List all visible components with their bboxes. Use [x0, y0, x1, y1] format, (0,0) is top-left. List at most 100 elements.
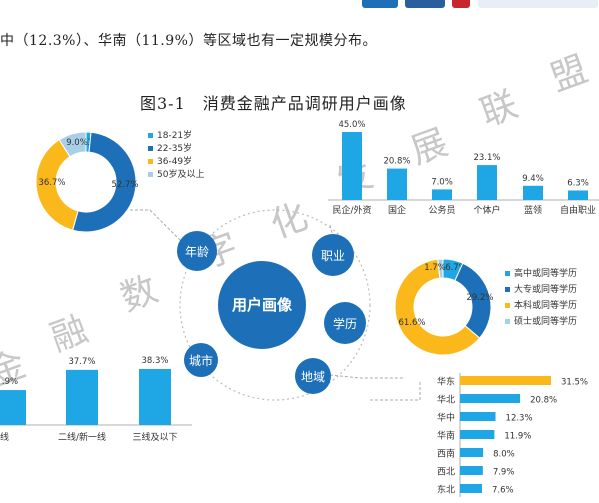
legend-label: 50岁及以上: [157, 168, 204, 180]
bar: [460, 376, 551, 385]
legend-label: 高中或同等学历: [514, 267, 577, 279]
category-label: 华南: [437, 430, 455, 442]
age-donut-chart: 1.6%52.7%36.7%9.0%18-21岁22-35岁36-49岁50岁及…: [35, 129, 204, 233]
bubble-label: 学历: [333, 316, 357, 331]
bar-label: .9%: [2, 377, 18, 387]
bubble-4: [295, 358, 331, 394]
bar-label: 12.3%: [506, 414, 533, 424]
category-label: 公务员: [428, 204, 455, 216]
bar-label: 11.9%: [504, 432, 531, 442]
category-label: 华北: [437, 394, 455, 406]
region-bar-chart: 华东 31.5% 华北 20.8% 华中 12.3% 华南 11.9% 西南 8.0% 西北 7.9%…: [437, 373, 588, 497]
slice-label: 36.7%: [38, 178, 65, 188]
donut-slice: [72, 131, 137, 233]
category-label: 蓝领: [524, 204, 542, 216]
legend-swatch: [505, 319, 510, 324]
city-bar-chart: .9% 一线 37.7% 二线/新一线 38.3% 三线及以下: [0, 356, 192, 443]
bar-label: 20.8%: [383, 157, 410, 167]
figure-title: 图3-1 消费金融产品调研用户画像: [140, 94, 407, 113]
bar: [460, 484, 482, 493]
bar-label: 8.0%: [493, 450, 515, 460]
bar-label: 7.6%: [492, 486, 514, 496]
bar: [460, 394, 521, 403]
category-label: 华东: [437, 376, 455, 388]
occupation-bar-chart: 45.0% 民企/外资 20.8% 国企 7.0% 公务员 23.1% 个体户 9.4% 蓝领 6.…: [328, 120, 599, 216]
education-donut-chart: 6.7% 29.2% 61.6% 1.7% 高中或同等学历大专或同等学历本科或同等学历硕…: [394, 258, 577, 356]
bar: [460, 412, 496, 421]
bubble-label: 地域: [301, 370, 325, 384]
donut-slice: [437, 258, 444, 279]
legend-swatch: [505, 303, 510, 308]
legend-swatch: [505, 271, 510, 276]
bar-label: 9.4%: [522, 174, 544, 184]
bar-label: 7.0%: [431, 177, 453, 187]
category-label: 二线/新一线: [58, 431, 106, 443]
bar: [460, 430, 495, 439]
bubble-label: 年龄: [185, 245, 209, 259]
logo-strip-light: [478, 0, 598, 8]
legend-label: 36-49岁: [157, 155, 192, 167]
bar-label: 31.5%: [561, 378, 588, 388]
center-bubble: [218, 261, 306, 349]
bubble-label: 城市: [189, 353, 213, 368]
bar-label: 45.0%: [338, 120, 365, 130]
slice-label: 1.7%: [424, 263, 446, 273]
legend-label: 大专或同等学历: [514, 283, 577, 295]
slice-label: 9.0%: [66, 138, 88, 148]
bubble-label: 职业: [321, 249, 345, 263]
bar: [460, 448, 484, 457]
bar-label: 37.7%: [68, 357, 95, 367]
category-label: 华中: [437, 412, 455, 424]
bar: [568, 190, 588, 200]
bar: [342, 132, 362, 200]
legend-swatch: [148, 146, 153, 151]
category-label: 三线及以下: [132, 431, 177, 443]
intro-text: 中（12.3%）、华南（11.9%）等区域也有一定规模分布。: [0, 33, 377, 49]
bar: [523, 185, 543, 200]
legend-label: 22-35岁: [157, 142, 192, 154]
category-label: 个体户: [473, 204, 500, 216]
category-label: 民企/外资: [332, 204, 371, 216]
bubble-1: [312, 234, 354, 276]
bar: [387, 168, 407, 200]
logo-strip-red: [452, 0, 470, 8]
legend-swatch: [148, 172, 153, 177]
legend-label: 硕士或同等学历: [514, 315, 577, 327]
category-label: 西北: [437, 467, 455, 478]
bar-label: 38.3%: [141, 356, 168, 366]
center-label: 用户画像: [232, 296, 293, 314]
donut-slice: [394, 258, 481, 356]
legend-swatch: [148, 159, 153, 164]
bar: [432, 189, 452, 200]
bubble-2: [324, 302, 366, 344]
slice-label: 29.2%: [466, 293, 493, 303]
category-label: 东北: [437, 484, 455, 496]
legend-label: 本科或同等学历: [514, 299, 577, 311]
legend-swatch: [148, 133, 153, 138]
bar: [477, 165, 497, 200]
bubble-0: [177, 231, 217, 271]
bar-label: 20.8%: [530, 396, 557, 406]
logo-strip-dark: [405, 0, 445, 8]
donut-slice: [58, 131, 87, 158]
legend-swatch: [505, 287, 510, 292]
bar: [139, 369, 171, 425]
orbit-ring: [179, 209, 371, 401]
category-label: 国企: [388, 204, 406, 216]
category-label: 西南: [437, 448, 455, 460]
bar-label: 7.9%: [493, 468, 515, 478]
slice-label: 61.6%: [398, 318, 425, 328]
bar: [66, 369, 98, 425]
bar-label: 6.3%: [567, 178, 589, 188]
slice-label: 52.7%: [111, 180, 138, 190]
category-label: 一线: [0, 431, 9, 443]
bar: [0, 390, 26, 425]
bar: [460, 466, 483, 475]
slice-label: 6.7%: [445, 263, 467, 273]
legend-label: 18-21岁: [157, 129, 192, 141]
logo-strip-blue: [362, 0, 398, 8]
category-label: 自由职业: [560, 204, 596, 216]
bar-label: 23.1%: [473, 153, 500, 163]
bubble-3: [184, 343, 218, 377]
